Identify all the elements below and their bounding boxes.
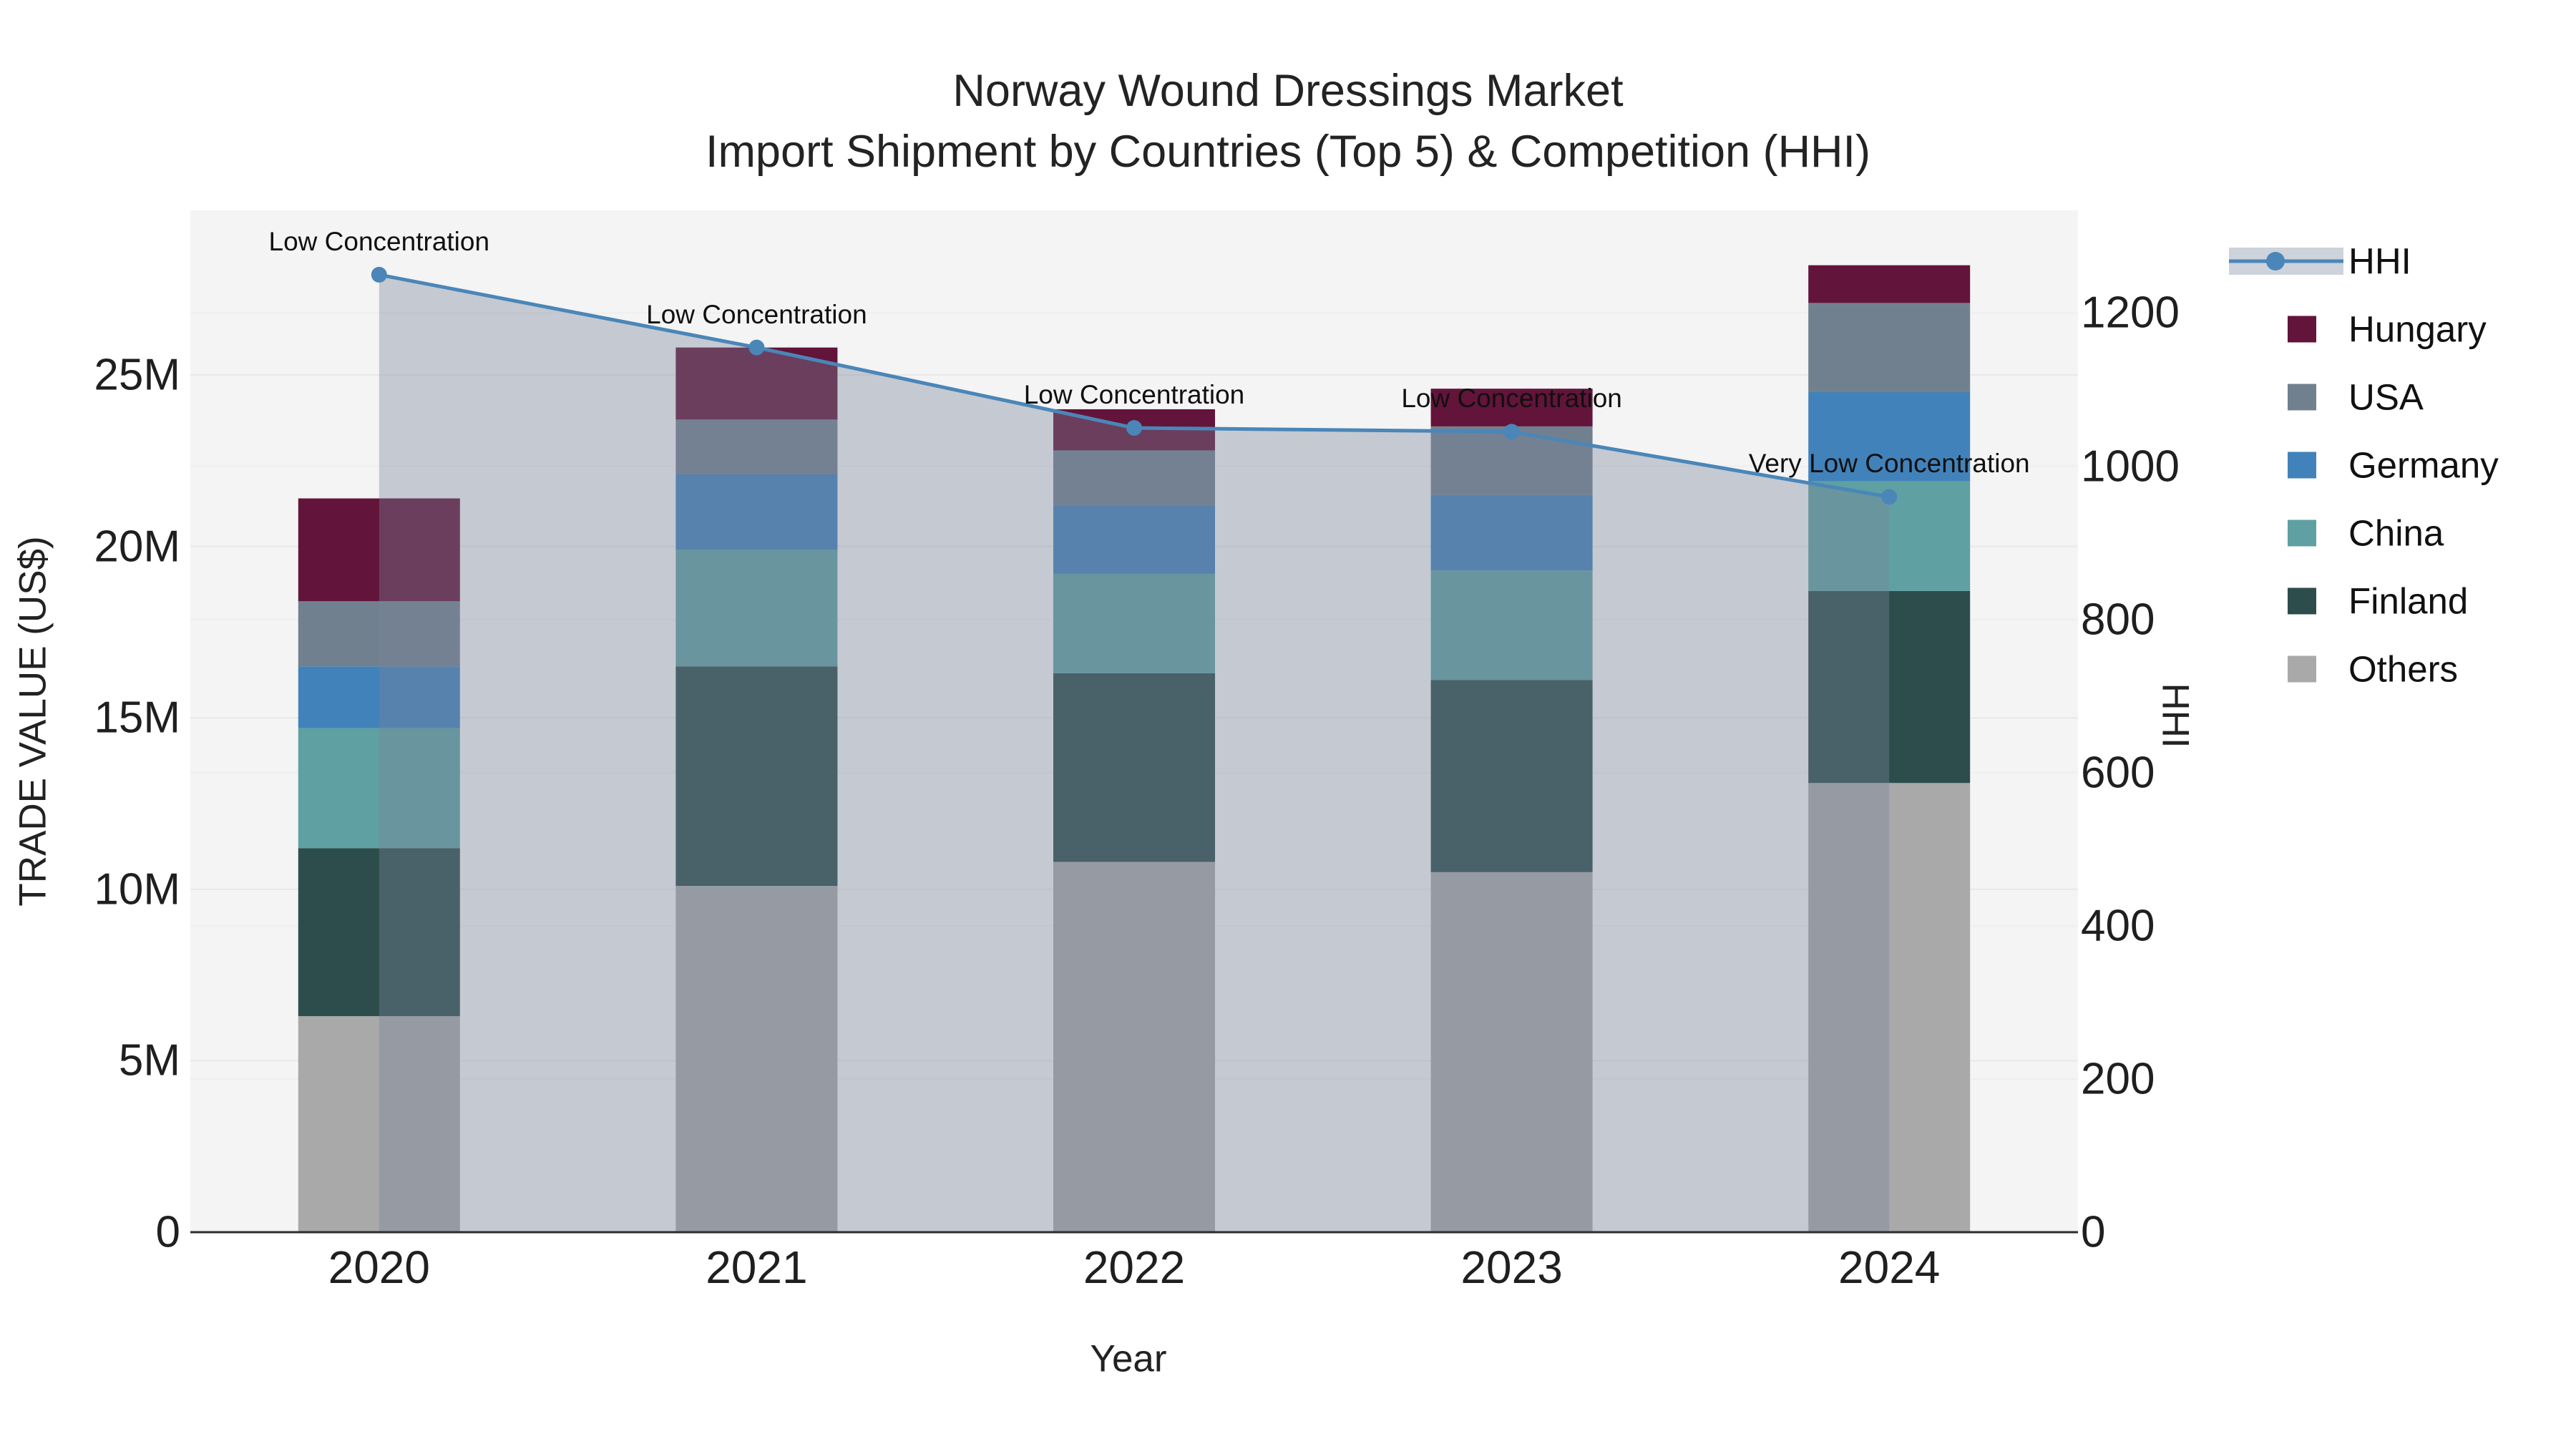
legend-label-hungary: Hungary — [2348, 308, 2487, 350]
y-left-tick-20M: 20M — [94, 522, 180, 572]
bar-2023-finland[interactable] — [1430, 680, 1593, 872]
legend-label-china: China — [2348, 512, 2444, 554]
annotation-2020: Low Concentration — [268, 226, 490, 256]
hhi-marker-2020[interactable] — [371, 266, 387, 283]
bar-2022-usa[interactable] — [1053, 450, 1215, 506]
bar-2020-hungary[interactable] — [298, 498, 460, 602]
hhi-line-swatch — [2229, 259, 2343, 263]
hhi-marker-2021[interactable] — [748, 339, 765, 356]
y-right-tick-1000: 1000 — [2081, 441, 2180, 492]
y-right-tick-0: 0 — [2081, 1207, 2106, 1257]
bar-2023-china[interactable] — [1430, 570, 1593, 680]
legend-swatch-china — [2288, 519, 2316, 547]
bar-2021-germany[interactable] — [675, 474, 838, 550]
hhi-marker-2023[interactable] — [1503, 424, 1520, 440]
chart-title: Norway Wound Dressings Market — [952, 66, 1624, 116]
bar-2023-hungary[interactable] — [1430, 389, 1593, 426]
y-axis-title-right: HHI — [2154, 683, 2197, 748]
bar-2024-usa[interactable] — [1808, 303, 1971, 392]
legend-swatch-hungary — [2288, 316, 2316, 343]
bar-2020-china[interactable] — [298, 728, 460, 849]
chart-subtitle: Import Shipment by Countries (Top 5) & C… — [705, 127, 1871, 177]
x-tick-2023: 2023 — [1460, 1241, 1563, 1293]
bar-2022-china[interactable] — [1053, 573, 1215, 673]
annotation-2022: Low Concentration — [1023, 380, 1245, 409]
legend-label-finland: Finland — [2348, 580, 2469, 622]
y-right-tick-800: 800 — [2081, 595, 2155, 645]
y-right-tick-1200: 1200 — [2081, 288, 2180, 338]
legend-swatch-usa — [2288, 384, 2316, 411]
x-tick-2024: 2024 — [1838, 1241, 1941, 1293]
hhi-area-fill — [379, 274, 1890, 1232]
annotation-2021: Low Concentration — [646, 299, 867, 329]
y-right-tick-400: 400 — [2081, 901, 2155, 951]
bar-2020-finland[interactable] — [298, 848, 460, 1017]
x-tick-2021: 2021 — [706, 1241, 808, 1293]
bar-2021-china[interactable] — [675, 550, 838, 667]
legend-swatch-germany — [2288, 452, 2316, 479]
legend-swatch-others — [2288, 655, 2316, 683]
bar-2023-others[interactable] — [1430, 872, 1593, 1232]
legend-label-usa: USA — [2348, 376, 2424, 418]
bar-2023-germany[interactable] — [1430, 494, 1593, 571]
legend-swatch-finland — [2288, 587, 2316, 615]
bar-2024-germany[interactable] — [1808, 391, 1971, 482]
bar-2022-germany[interactable] — [1053, 505, 1215, 574]
annotation-2023: Low Concentration — [1401, 384, 1622, 414]
bar-2022-finland[interactable] — [1053, 673, 1215, 862]
bar-2021-others[interactable] — [675, 886, 838, 1232]
x-tick-2020: 2020 — [328, 1241, 430, 1293]
y-right-tick-600: 600 — [2081, 748, 2155, 798]
hhi-marker-2024[interactable] — [1881, 489, 1898, 505]
hhi-marker-2022[interactable] — [1126, 420, 1142, 436]
bar-2024-hungary[interactable] — [1808, 265, 1971, 303]
legend-label-hhi: HHI — [2348, 240, 2411, 282]
y-right-tick-200: 200 — [2081, 1054, 2155, 1104]
legend-label-germany: Germany — [2348, 444, 2499, 486]
bar-2021-usa[interactable] — [675, 419, 838, 474]
hhi-marker-swatch — [2266, 252, 2285, 270]
bar-2024-finland[interactable] — [1808, 590, 1971, 784]
y-left-tick-25M: 25M — [94, 350, 180, 400]
bar-2022-others[interactable] — [1053, 862, 1215, 1232]
bar-2024-others[interactable] — [1808, 783, 1971, 1232]
y-left-tick-0: 0 — [155, 1207, 180, 1257]
y-left-tick-15M: 15M — [94, 693, 180, 743]
bar-2020-others[interactable] — [298, 1016, 460, 1232]
x-tick-2022: 2022 — [1083, 1241, 1186, 1293]
x-axis-title: Year — [1090, 1337, 1167, 1380]
annotation-2024: Very Low Concentration — [1748, 449, 2030, 479]
bar-2020-usa[interactable] — [298, 601, 460, 667]
bar-2021-finland[interactable] — [675, 666, 838, 887]
bar-2020-germany[interactable] — [298, 666, 460, 728]
y-left-tick-10M: 10M — [94, 864, 180, 914]
y-left-tick-5M: 5M — [118, 1035, 180, 1085]
y-axis-title-left: TRADE VALUE (US$) — [11, 536, 54, 907]
legend-label-others: Others — [2348, 648, 2459, 690]
